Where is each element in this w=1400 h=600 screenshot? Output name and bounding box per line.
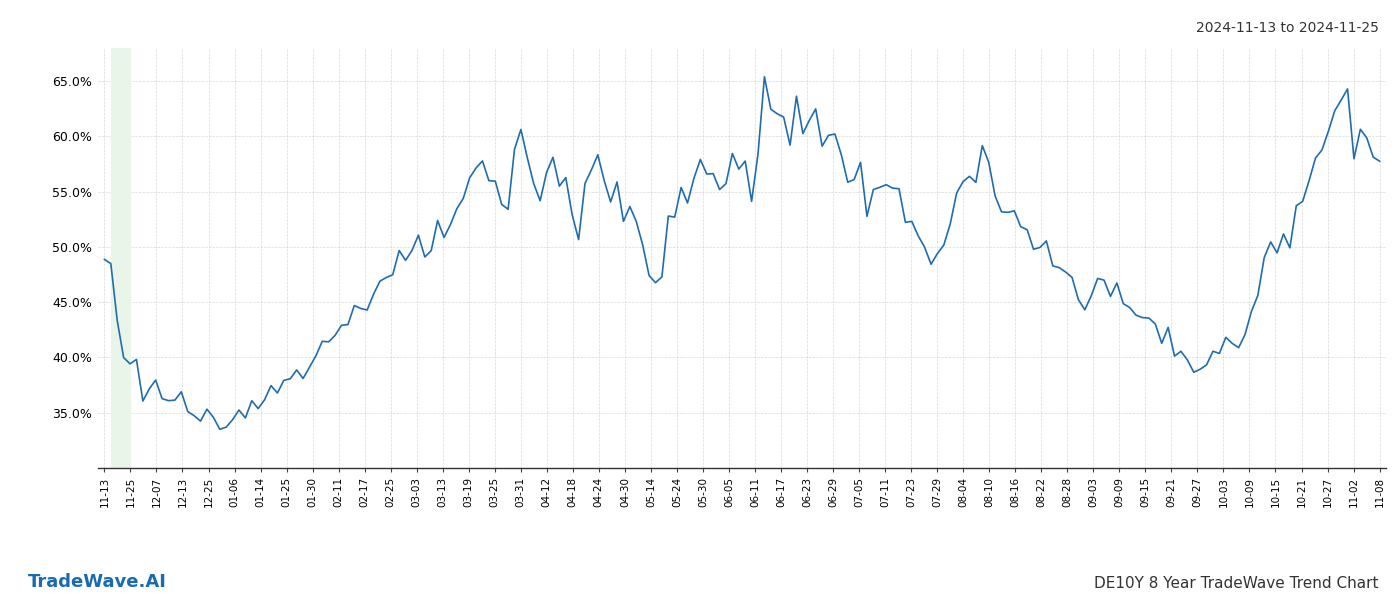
Bar [111, 48, 130, 468]
Text: 2024-11-13 to 2024-11-25: 2024-11-13 to 2024-11-25 [1196, 21, 1379, 35]
Text: TradeWave.AI: TradeWave.AI [28, 573, 167, 591]
Text: DE10Y 8 Year TradeWave Trend Chart: DE10Y 8 Year TradeWave Trend Chart [1095, 576, 1379, 591]
